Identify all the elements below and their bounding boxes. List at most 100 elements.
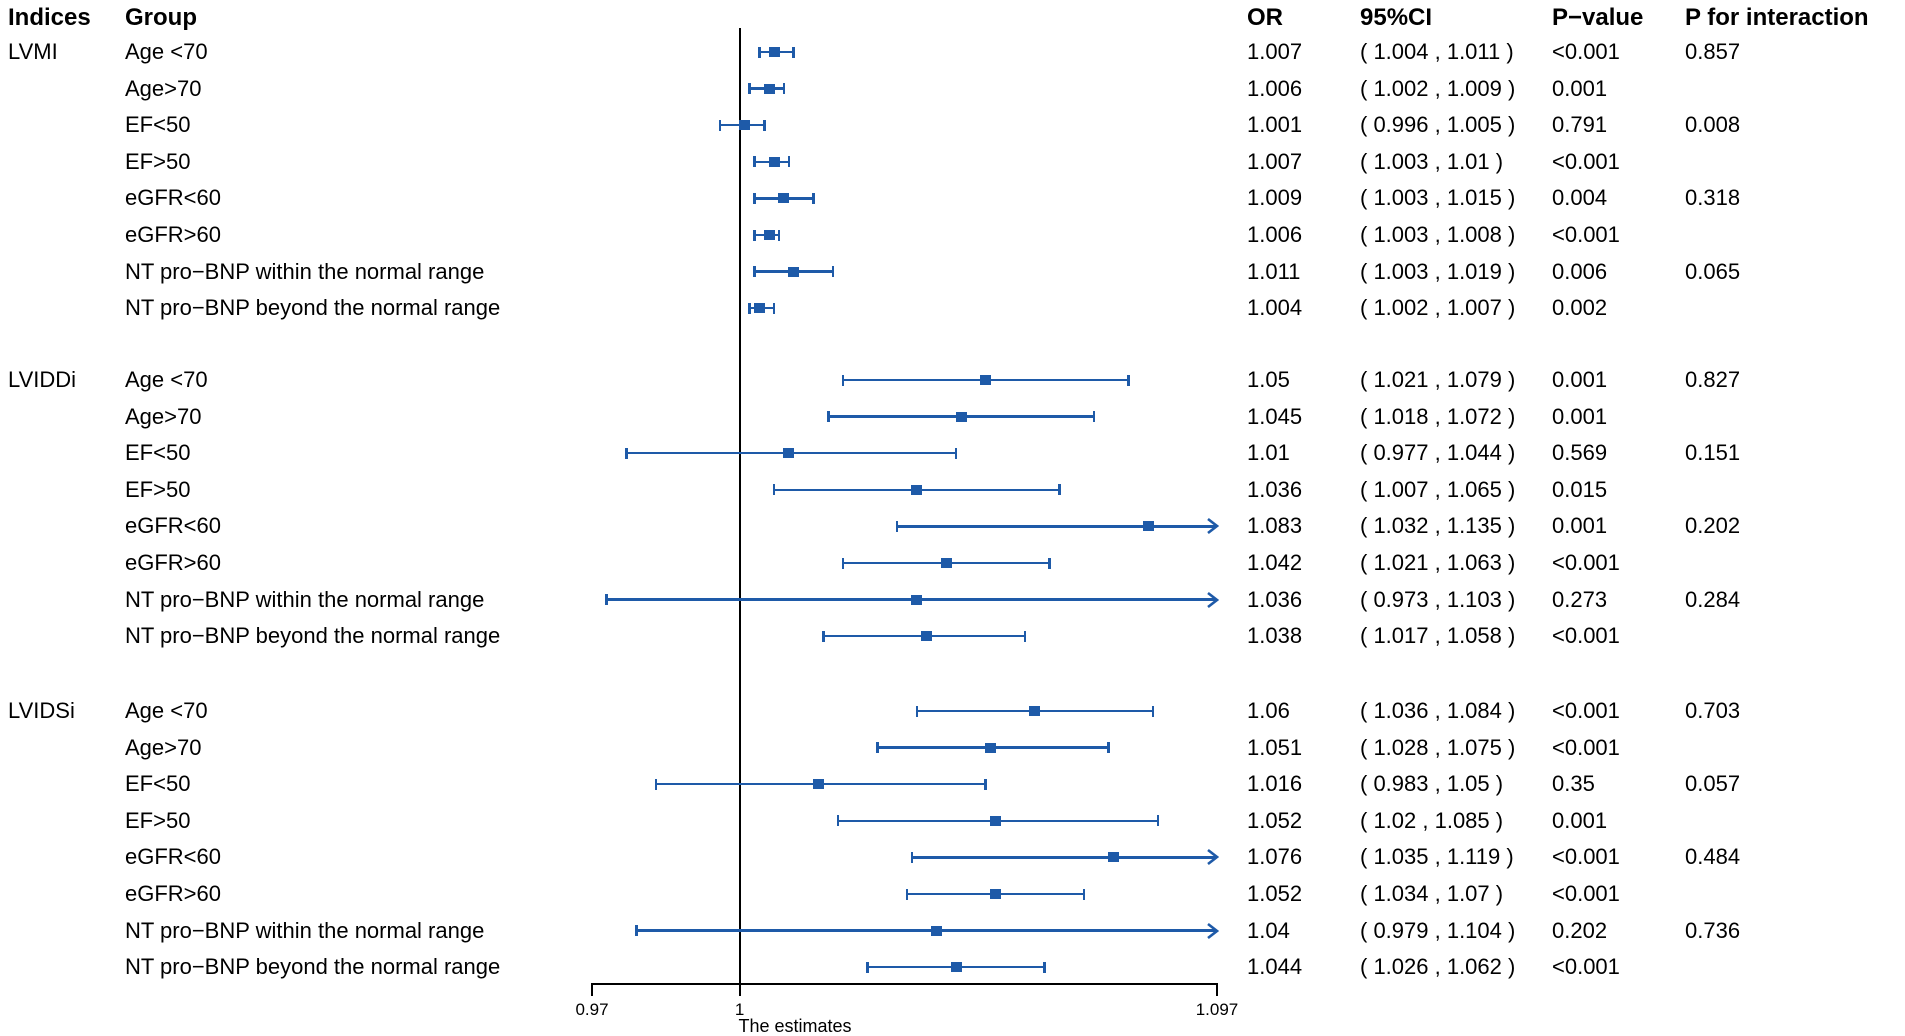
- or-value: 1.004: [1247, 295, 1303, 321]
- or-value: 1.083: [1247, 513, 1303, 539]
- or-marker: [1108, 852, 1120, 863]
- ci-line: [911, 856, 1215, 859]
- or-marker: [768, 47, 780, 57]
- ci-cap-right: [812, 192, 815, 204]
- ci-cap-left: [605, 594, 609, 606]
- or-marker: [1142, 521, 1154, 532]
- ci-value: ( 1.003 , 1.01 ): [1360, 148, 1504, 174]
- ci-cap-right: [1092, 411, 1096, 423]
- ci-cap-left: [876, 742, 879, 754]
- or-value: 1.04: [1247, 917, 1290, 943]
- p-value: <0.001: [1552, 881, 1620, 906]
- ci-cap-right: [772, 302, 776, 314]
- or-value: 1.052: [1247, 807, 1303, 833]
- or-marker: [778, 193, 790, 204]
- ci-value: ( 1.026 , 1.062 ): [1360, 954, 1516, 980]
- p-interaction-value: 0.065: [1685, 258, 1741, 284]
- column-header-indices: Indices: [8, 4, 91, 31]
- group-label: eGFR>60: [125, 550, 221, 575]
- ci-value: ( 1.034 , 1.07 ): [1360, 881, 1504, 906]
- ci-cap-right: [1127, 374, 1130, 386]
- ci-value: ( 0.996 , 1.005 ): [1360, 112, 1516, 138]
- p-value: 0.569: [1552, 440, 1608, 466]
- ci-cap-right: [831, 266, 835, 278]
- group-label: EF>50: [125, 476, 191, 502]
- or-value: 1.016: [1247, 771, 1303, 797]
- ci-value: ( 1.032 , 1.135 ): [1360, 513, 1516, 539]
- ci-cap-right: [1082, 888, 1086, 900]
- ci-value: ( 1.021 , 1.079 ): [1360, 367, 1516, 392]
- p-value: <0.001: [1552, 954, 1620, 980]
- p-value: 0.006: [1552, 258, 1608, 284]
- p-value: <0.001: [1552, 734, 1620, 760]
- p-interaction-value: 0.151: [1685, 440, 1741, 466]
- or-value: 1.076: [1247, 844, 1303, 870]
- x-axis-title: The estimates: [738, 1016, 852, 1036]
- ci-line: [636, 929, 1215, 932]
- group-label: eGFR<60: [125, 185, 221, 211]
- ci-cap-right: [1048, 557, 1051, 569]
- ci-cap-left: [772, 484, 776, 496]
- clip-arrow-icon: [1207, 849, 1219, 866]
- p-value: <0.001: [1552, 550, 1620, 575]
- p-value: <0.001: [1552, 623, 1620, 649]
- p-value: <0.001: [1552, 698, 1620, 723]
- or-value: 1.006: [1247, 75, 1303, 101]
- or-value: 1.042: [1247, 550, 1303, 575]
- ci-cap-left: [753, 266, 756, 278]
- ci-line: [606, 598, 1215, 601]
- p-value: 0.35: [1552, 771, 1595, 797]
- group-label: NT pro−BNP within the normal range: [125, 917, 485, 943]
- column-header-group: Group: [125, 4, 197, 31]
- group-label: eGFR<60: [125, 513, 221, 539]
- ci-cap-left: [718, 119, 722, 131]
- or-marker: [768, 156, 780, 167]
- group-label: Age>70: [125, 403, 202, 429]
- or-marker: [940, 558, 952, 568]
- ci-cap-left: [866, 961, 869, 973]
- ci-cap-left: [821, 630, 825, 642]
- group-label: EF>50: [125, 807, 191, 833]
- p-value: 0.001: [1552, 403, 1608, 429]
- group-label: Age>70: [125, 75, 202, 101]
- section-index-label: LVMI: [8, 39, 58, 64]
- ci-value: ( 0.983 , 1.05 ): [1360, 771, 1504, 797]
- ci-cap-left: [905, 888, 909, 900]
- p-value: 0.004: [1552, 185, 1608, 211]
- or-marker: [788, 266, 800, 277]
- p-value: 0.001: [1552, 75, 1608, 101]
- ci-value: ( 1.002 , 1.007 ): [1360, 295, 1516, 321]
- or-marker: [921, 631, 933, 642]
- or-value: 1.006: [1247, 222, 1303, 247]
- or-value: 1.038: [1247, 623, 1303, 649]
- x-axis-tick: [591, 983, 593, 996]
- p-interaction-value: 0.703: [1685, 698, 1741, 723]
- ci-cap-left: [753, 156, 756, 168]
- ci-cap-right: [787, 156, 791, 168]
- ci-cap-left: [841, 557, 845, 569]
- reference-line: [738, 28, 741, 983]
- or-marker: [955, 411, 967, 422]
- x-axis-tick: [1216, 983, 1218, 996]
- or-marker: [812, 779, 824, 790]
- or-marker: [783, 448, 795, 459]
- ci-value: ( 0.977 , 1.044 ): [1360, 440, 1516, 466]
- or-marker: [990, 815, 1002, 826]
- p-interaction-value: 0.736: [1685, 917, 1741, 943]
- clip-arrow-icon: [1207, 922, 1219, 939]
- p-value: 0.015: [1552, 476, 1608, 502]
- or-value: 1.01: [1247, 440, 1290, 466]
- ci-cap-left: [753, 192, 756, 204]
- ci-cap-right: [1023, 630, 1027, 642]
- group-label: eGFR<60: [125, 844, 221, 870]
- p-value: 0.002: [1552, 295, 1608, 321]
- ci-cap-left: [748, 302, 751, 314]
- ci-value: ( 0.973 , 1.103 ): [1360, 586, 1516, 612]
- p-interaction-value: 0.008: [1685, 112, 1741, 138]
- ci-value: ( 1.035 , 1.119 ): [1360, 844, 1514, 870]
- clip-arrow-icon: [1207, 518, 1219, 535]
- or-value: 1.007: [1247, 39, 1303, 64]
- p-value: <0.001: [1552, 222, 1620, 247]
- group-label: EF<50: [125, 440, 191, 466]
